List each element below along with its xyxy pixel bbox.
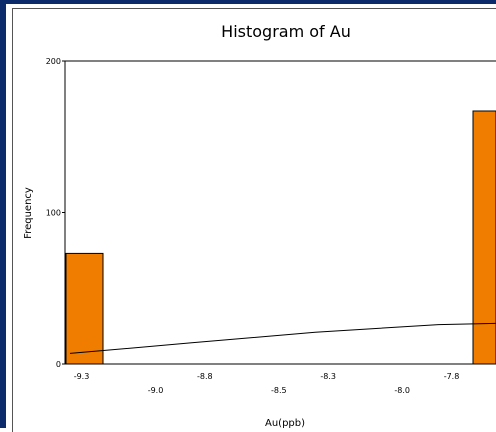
x-tick-label-upper: -8.8 bbox=[197, 372, 213, 381]
y-axis-label: Frequency bbox=[23, 187, 34, 239]
y-tick-label: 0 bbox=[56, 360, 61, 369]
x-tick-label-upper: -9.3 bbox=[74, 372, 90, 381]
x-tick-label-lower: -8.0 bbox=[394, 386, 410, 395]
x-tick-label-upper: -7.8 bbox=[444, 372, 460, 381]
chart-title: Histogram of Au bbox=[221, 22, 351, 41]
histogram-bar bbox=[472, 110, 496, 365]
x-tick-label-upper: -8.3 bbox=[320, 372, 336, 381]
x-tick-label-lower: -8.5 bbox=[271, 386, 287, 395]
x-tick-label-lower: -9.0 bbox=[148, 386, 164, 395]
x-axis-label: Au(ppb) bbox=[265, 418, 305, 428]
histogram-bar bbox=[65, 252, 104, 365]
chart-panel bbox=[12, 8, 496, 432]
normal-curve-line bbox=[69, 322, 496, 354]
y-tick-label: 200 bbox=[46, 57, 61, 66]
y-tick-label: 100 bbox=[46, 209, 61, 218]
